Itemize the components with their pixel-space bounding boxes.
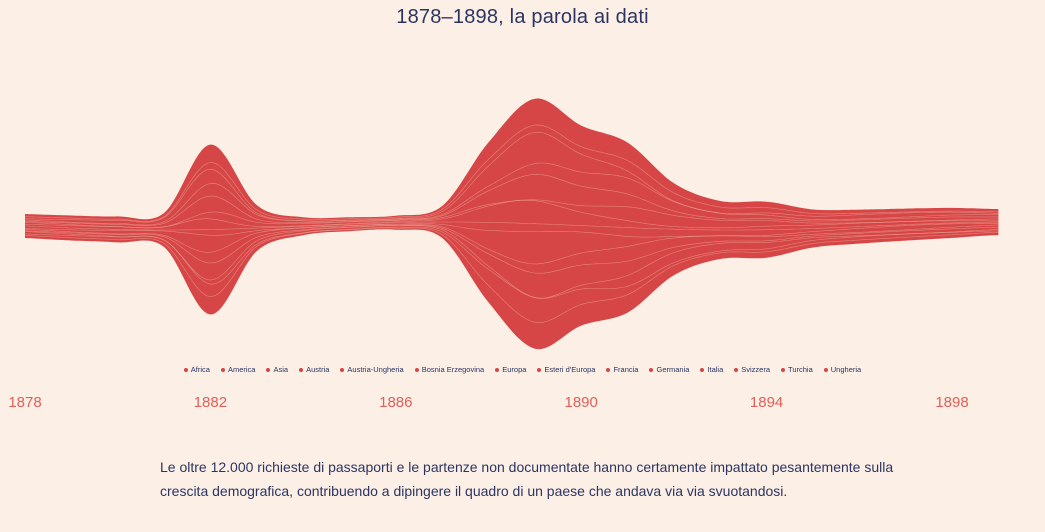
x-tick-1894: 1894	[749, 394, 784, 411]
legend-label: Germania	[656, 365, 690, 374]
legend-item-turchia: Turchia	[781, 365, 813, 374]
legend-label: Ungheria	[830, 365, 862, 374]
caption-text: Le oltre 12.000 richieste di passaporti …	[160, 459, 894, 499]
stream-layer-ungheria	[24, 227, 999, 323]
legend-dot-icon	[649, 367, 654, 372]
stream-layer-italia	[24, 224, 999, 274]
x-tick-1878: 1878	[8, 394, 42, 411]
legend-item-europa: Europa	[495, 365, 526, 374]
legend-dot-icon	[414, 367, 419, 372]
stream-layer-svizzera	[24, 225, 999, 299]
legend-dot-icon	[823, 367, 828, 372]
stream-layer-austria	[24, 162, 999, 226]
stream-layer-turchia	[24, 226, 999, 299]
stream-layer-esteri-d-europa	[24, 221, 999, 231]
legend-item-svizzera: Svizzera	[734, 365, 770, 374]
legend-label: Italia	[707, 365, 724, 374]
legend-label: Africa	[190, 365, 210, 374]
legend-dot-icon	[734, 367, 739, 372]
legend-item-germania: Germania	[649, 365, 689, 374]
legend-label: Austria	[306, 365, 330, 374]
stream-layer-bosnia-erzegovina	[24, 199, 999, 229]
legend-dot-icon	[495, 367, 500, 372]
legend-dot-icon	[220, 367, 225, 372]
legend-dot-icon	[606, 367, 611, 372]
legend-item-italia: Italia	[700, 365, 723, 374]
legend-item-esteri-d-europa: Esteri d'Europa	[537, 365, 595, 374]
legend-label: Austria-Ungheria	[347, 365, 404, 374]
legend-dot-icon	[700, 367, 705, 372]
legend-label: Turchia	[788, 365, 813, 374]
legend-dot-icon	[266, 367, 271, 372]
legend-label: Asia	[273, 365, 289, 374]
legend-item-austria: Austria	[299, 365, 329, 374]
stream-layer-europa	[24, 200, 999, 229]
legend-item-austria-ungheria: Austria-Ungheria	[340, 365, 404, 374]
legend-dot-icon	[781, 367, 786, 372]
legend-item-africa: Africa	[183, 365, 210, 374]
legend-dot-icon	[537, 367, 542, 372]
legend-label: Svizzera	[741, 365, 771, 374]
stream-layer-america	[24, 124, 999, 222]
stream-layer-austria-ungheria	[24, 174, 999, 226]
stream-layer-germania	[24, 224, 999, 265]
legend-label: Esteri d'Europa	[544, 365, 596, 374]
streamgraph-chart	[24, 98, 999, 350]
legend-item-francia: Francia	[606, 365, 638, 374]
legend-item-asia: Asia	[266, 365, 288, 374]
legend-label: Bosnia Erzegovina	[421, 365, 485, 374]
x-tick-1882: 1882	[193, 394, 228, 411]
legend-dot-icon	[299, 367, 304, 372]
legend-label: Francia	[613, 365, 639, 374]
x-tick-1886: 1886	[379, 394, 413, 411]
legend-item-bosnia-erzegovina: Bosnia Erzegovina	[414, 365, 485, 374]
legend: Africa America Asia Austria Austria-Ungheria…	[0, 365, 1045, 374]
legend-item-ungheria: Ungheria	[823, 365, 862, 374]
legend-label: Europa	[502, 365, 527, 374]
legend-item-america: America	[220, 365, 256, 374]
x-tick-1898: 1898	[935, 394, 969, 411]
stream-area	[25, 98, 999, 350]
legend-label: America	[227, 365, 256, 374]
x-tick-1890: 1890	[564, 394, 598, 411]
legend-dot-icon	[183, 367, 188, 372]
stream-layer-francia	[24, 223, 999, 238]
chart-title: 1878–1898, la parola ai dati	[396, 6, 649, 28]
legend-dot-icon	[340, 367, 345, 372]
stream-layer-asia	[24, 131, 999, 223]
